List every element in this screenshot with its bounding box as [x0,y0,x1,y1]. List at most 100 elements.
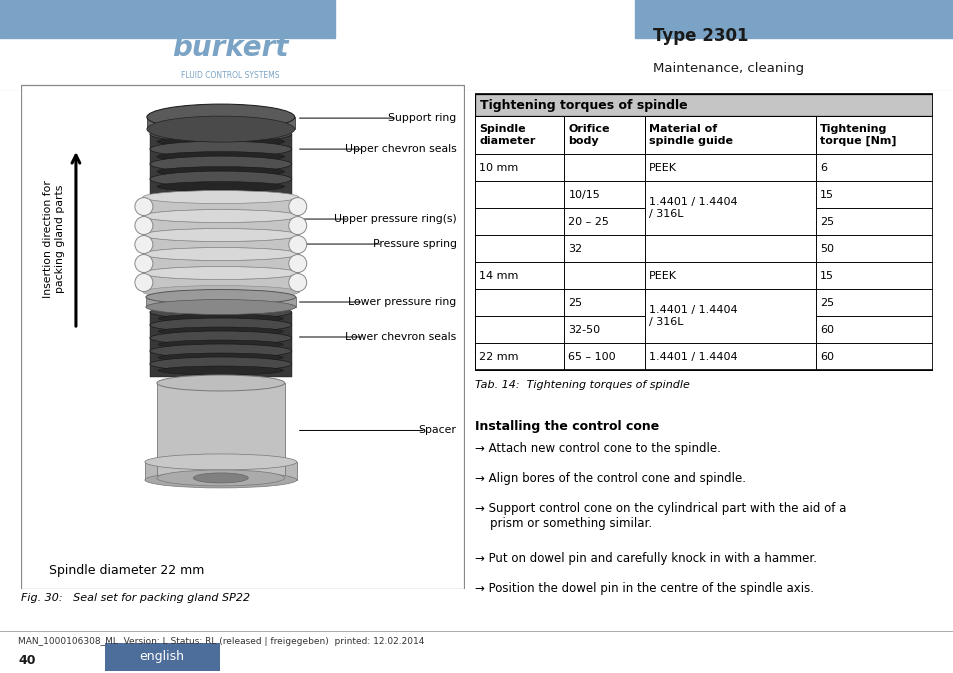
Text: 25: 25 [820,217,834,227]
Ellipse shape [146,289,295,304]
Ellipse shape [134,254,152,273]
Ellipse shape [143,285,298,299]
Text: Installing the control cone: Installing the control cone [475,420,659,433]
Ellipse shape [143,267,298,279]
Ellipse shape [143,248,298,260]
Ellipse shape [289,273,307,291]
Bar [564,235,644,262]
Ellipse shape [143,209,298,223]
Ellipse shape [147,104,294,130]
Ellipse shape [134,198,152,215]
Bar [475,94,932,116]
Bar [644,262,816,289]
Text: Lower chevron seals: Lower chevron seals [345,332,456,342]
Bar [475,94,932,370]
Text: Spacer: Spacer [418,425,456,435]
Bar [475,289,564,316]
Ellipse shape [143,229,298,242]
Bar [644,154,816,181]
Bar [635,0,953,38]
Ellipse shape [157,151,284,162]
Text: MAN_1000106308_ML  Version: L Status: RL (released | freigegeben)  printed: 12.0: MAN_1000106308_ML Version: L Status: RL … [18,637,424,646]
Ellipse shape [150,318,292,332]
Text: → Support control cone on the cylindrical part with the aid of a
    prism or so: → Support control cone on the cylindrica… [475,502,845,530]
Bar [644,181,816,235]
Ellipse shape [156,470,284,486]
Bar [198,13,205,34]
Bar [143,216,298,235]
Bar [816,181,932,208]
Text: bürkert: bürkert [172,34,288,62]
Bar [208,13,214,34]
Ellipse shape [158,353,283,362]
Ellipse shape [158,340,283,349]
Ellipse shape [150,357,292,371]
Bar [150,179,292,194]
Text: Lower pressure ring: Lower pressure ring [348,297,456,307]
Bar [644,235,816,262]
Bar [816,235,932,262]
Text: 50: 50 [820,244,833,254]
Bar [475,316,564,343]
Text: FLUID CONTROL SYSTEMS: FLUID CONTROL SYSTEMS [180,71,279,80]
Text: 32: 32 [568,244,582,254]
Text: Tightening
torque [Nm]: Tightening torque [Nm] [820,125,896,146]
Bar [143,273,298,292]
Text: Spindle diameter 22 mm: Spindle diameter 22 mm [49,565,204,577]
Text: Spindle
diameter: Spindle diameter [478,125,535,146]
Text: → Align bores of the control cone and spindle.: → Align bores of the control cone and sp… [475,472,745,485]
Ellipse shape [158,366,283,375]
Ellipse shape [150,331,292,345]
Bar [218,13,225,34]
Ellipse shape [134,273,152,291]
Text: → Position the dowel pin in the centre of the spindle axis.: → Position the dowel pin in the centre o… [475,582,813,595]
Text: english: english [139,650,184,664]
Bar [644,343,816,370]
Bar [475,343,564,370]
Text: → Put on dowel pin and carefully knock in with a hammer.: → Put on dowel pin and carefully knock i… [475,552,816,565]
Text: Tab. 14:  Tightening torques of spindle: Tab. 14: Tightening torques of spindle [475,380,689,390]
Bar [564,208,644,235]
Text: 65 – 100: 65 – 100 [568,351,616,361]
Bar [150,149,292,164]
Bar [143,254,298,273]
Text: → Attach new control cone to the spindle.: → Attach new control cone to the spindle… [475,442,720,455]
Ellipse shape [134,236,152,254]
Text: 40: 40 [18,654,35,668]
Text: Upper chevron seals: Upper chevron seals [344,144,456,154]
Ellipse shape [143,190,298,203]
Text: 32-50: 32-50 [568,324,599,334]
Bar [644,116,816,154]
Text: 14 mm: 14 mm [478,271,517,281]
Text: 25: 25 [568,297,582,308]
Text: 10 mm: 10 mm [478,163,517,173]
Bar [564,116,644,154]
Text: Type 2301: Type 2301 [653,28,748,45]
Bar [816,289,932,316]
Bar [816,154,932,181]
Bar [816,262,932,289]
Bar [816,208,932,235]
Text: PEEK: PEEK [648,271,676,281]
Bar [150,312,292,325]
Bar [564,343,644,370]
Bar [564,289,644,316]
Bar [150,134,292,149]
Text: 1.4401 / 1.4404: 1.4401 / 1.4404 [648,351,737,361]
Ellipse shape [150,141,292,157]
Text: Insertion direction for
packing gland parts: Insertion direction for packing gland pa… [43,180,65,298]
Text: 25: 25 [820,297,834,308]
Bar [816,343,932,370]
Bar [150,364,292,377]
Bar [105,643,220,671]
Bar [145,462,296,480]
Bar [0,0,335,38]
Text: 6: 6 [820,163,826,173]
Bar [150,338,292,351]
Ellipse shape [147,116,294,142]
Text: 22 mm: 22 mm [478,351,518,361]
Bar [228,13,234,34]
Ellipse shape [150,156,292,172]
Text: 1.4401 / 1.4404
/ 316L: 1.4401 / 1.4404 / 316L [648,306,737,327]
Bar [564,154,644,181]
